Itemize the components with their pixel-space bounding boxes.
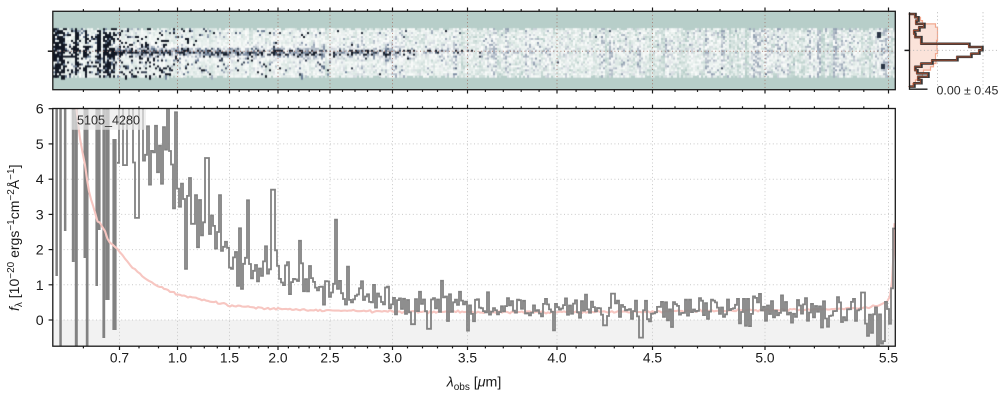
svg-text:fλ [10−20 ergs−1cm−2Å−1]: fλ [10−20 ergs−1cm−2Å−1] (6, 165, 25, 311)
svg-text:2: 2 (36, 243, 44, 259)
svg-text:3: 3 (36, 207, 44, 223)
svg-text:1: 1 (36, 278, 44, 294)
svg-text:5105_4280: 5105_4280 (77, 114, 140, 128)
svg-text:4: 4 (36, 172, 44, 188)
svg-text:1.0: 1.0 (168, 351, 188, 366)
svg-text:3.0: 3.0 (383, 351, 403, 366)
svg-text:0: 0 (36, 313, 44, 329)
svg-text:5.5: 5.5 (879, 351, 899, 366)
svg-text:6: 6 (36, 102, 44, 118)
svg-text:λobs [μm]: λobs [μm] (446, 375, 502, 393)
svg-text:5: 5 (36, 137, 44, 153)
svg-text:4.5: 4.5 (643, 351, 663, 366)
svg-text:0.00 ± 0.45: 0.00 ± 0.45 (937, 83, 999, 97)
svg-text:0.7: 0.7 (110, 351, 129, 366)
svg-text:3.5: 3.5 (458, 351, 478, 366)
svg-text:2.0: 2.0 (268, 351, 288, 366)
svg-text:4.0: 4.0 (547, 351, 567, 366)
svg-text:1.5: 1.5 (220, 351, 240, 366)
svg-text:5.0: 5.0 (755, 351, 775, 366)
svg-text:2.5: 2.5 (320, 351, 340, 366)
